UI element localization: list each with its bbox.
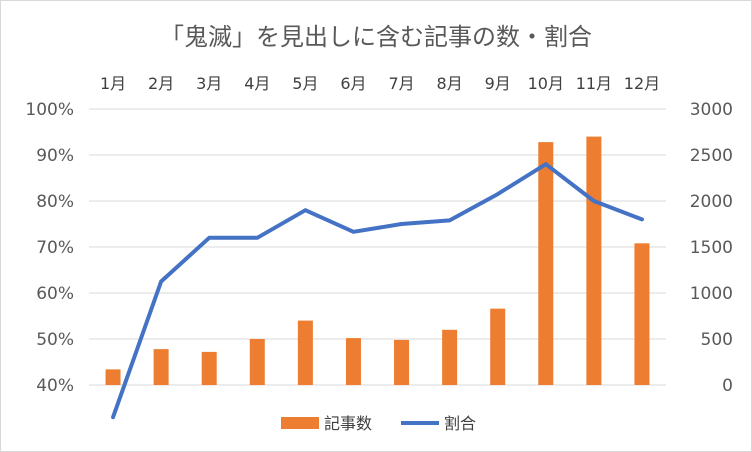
bar xyxy=(490,308,506,385)
category-label: 7月 xyxy=(388,74,414,93)
bar xyxy=(634,243,650,385)
bar xyxy=(153,349,169,385)
bar xyxy=(442,329,458,385)
right-tick-label: 2000 xyxy=(690,192,733,212)
chart-title: 「鬼滅」を見出しに含む記事の数・割合 xyxy=(160,23,592,51)
left-axis: 40% 50% 60% 70% 80% 90% 100% xyxy=(25,100,74,396)
legend-label-line: 割合 xyxy=(444,414,476,433)
left-tick-label: 90% xyxy=(36,146,74,166)
right-tick-label: 2500 xyxy=(690,146,733,166)
series-line xyxy=(111,162,644,420)
legend-swatch-bars xyxy=(281,417,319,429)
legend-label-bars: 記事数 xyxy=(324,414,372,433)
left-tick-label: 100% xyxy=(25,100,74,120)
left-tick-label: 50% xyxy=(36,330,74,350)
right-tick-label: 500 xyxy=(701,330,733,350)
left-tick-label: 80% xyxy=(36,192,74,212)
category-label: 12月 xyxy=(624,74,660,93)
category-label: 6月 xyxy=(340,74,366,93)
bar xyxy=(394,339,410,385)
bar xyxy=(201,351,217,385)
line-series xyxy=(111,162,644,420)
category-label: 4月 xyxy=(244,74,270,93)
gridlines xyxy=(89,108,666,386)
left-tick-label: 60% xyxy=(36,284,74,304)
category-label: 2月 xyxy=(148,74,174,93)
bar xyxy=(249,339,265,385)
right-tick-label: 1500 xyxy=(690,238,733,258)
right-tick-label: 1000 xyxy=(690,284,733,304)
category-label: 1月 xyxy=(100,74,126,93)
category-label: 11月 xyxy=(576,74,612,93)
legend: 記事数 割合 xyxy=(281,414,476,433)
left-tick-label: 40% xyxy=(36,376,74,396)
category-label: 3月 xyxy=(196,74,222,93)
category-label: 10月 xyxy=(528,74,564,93)
right-tick-label: 3000 xyxy=(690,100,733,120)
right-tick-label: 0 xyxy=(722,376,733,396)
category-label: 5月 xyxy=(292,74,318,93)
bar xyxy=(538,142,554,385)
left-tick-label: 70% xyxy=(36,238,74,258)
bar xyxy=(297,320,313,385)
right-axis: 0 500 1000 1500 2000 2500 3000 xyxy=(690,100,733,396)
bar xyxy=(345,338,361,385)
bar-series xyxy=(105,136,650,385)
bar xyxy=(586,136,602,385)
category-axis: 1月 2月 3月 4月 5月 6月 7月 8月 9月 10月 11月 12月 xyxy=(100,74,660,93)
category-label: 9月 xyxy=(485,74,511,93)
bar xyxy=(105,369,121,385)
category-label: 8月 xyxy=(437,74,463,93)
